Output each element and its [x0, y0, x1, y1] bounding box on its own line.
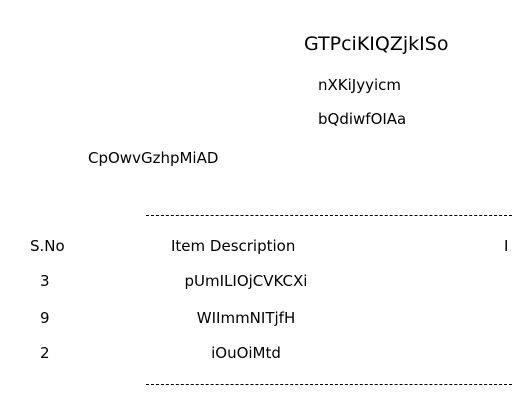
row-description: WIImmNITjfH: [196, 309, 296, 327]
row-sno: 9: [40, 309, 50, 327]
column-header-truncated: I: [504, 237, 509, 255]
row-description: pUmILIOjCVKCXi: [184, 272, 308, 290]
row-sno: 2: [40, 344, 50, 362]
row-description: iOuOiMtd: [211, 344, 281, 362]
header-left-text: CpOwvGzhpMiAD: [88, 149, 219, 167]
document-title: GTPciKIQZjkISo: [304, 33, 449, 55]
row-sno: 3: [40, 272, 50, 290]
header-line-1: nXKiJyyicm: [318, 76, 401, 94]
column-header-item-description: Item Description: [171, 237, 296, 255]
dashed-divider-top: [146, 215, 512, 216]
dashed-divider-bottom: [146, 384, 512, 385]
header-line-2: bQdiwfOIAa: [318, 110, 407, 128]
column-header-sno: S.No: [30, 237, 65, 255]
